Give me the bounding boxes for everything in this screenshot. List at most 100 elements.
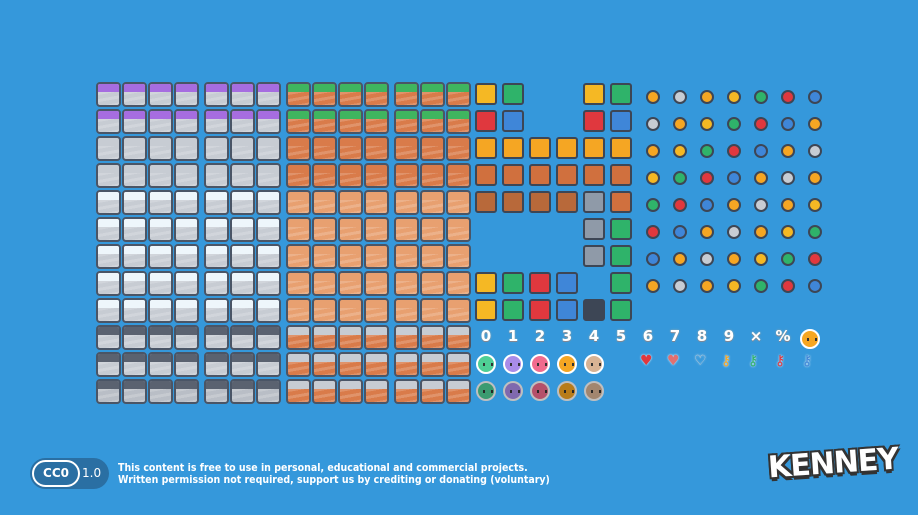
stone-terrain-tile bbox=[96, 352, 121, 377]
item-tile bbox=[610, 191, 632, 213]
item-tile bbox=[475, 164, 497, 186]
dirt-terrain-tile bbox=[420, 244, 445, 269]
number-glyph-4: 4 bbox=[588, 327, 600, 345]
prop-icon bbox=[646, 252, 660, 266]
item-tile bbox=[610, 137, 632, 159]
dirt-terrain-tile bbox=[420, 298, 445, 323]
heart-half-icon: ♥ bbox=[667, 353, 680, 369]
stone-terrain-tile bbox=[230, 190, 255, 215]
stone-terrain-tile bbox=[148, 244, 173, 269]
prop-icon bbox=[808, 252, 822, 266]
coin-icon bbox=[800, 329, 820, 349]
item-tile bbox=[502, 191, 524, 213]
prop-icon bbox=[673, 171, 687, 185]
dirt-terrain-tile bbox=[338, 379, 363, 404]
dirt-terrain-tile bbox=[420, 82, 445, 107]
dirt-terrain-tile bbox=[364, 244, 389, 269]
stone-terrain-tile bbox=[148, 109, 173, 134]
prop-icon bbox=[646, 279, 660, 293]
prop-icon bbox=[700, 279, 714, 293]
stone-terrain-tile bbox=[256, 352, 281, 377]
prop-icon bbox=[727, 225, 741, 239]
item-tile bbox=[529, 137, 551, 159]
dirt-terrain-tile bbox=[338, 109, 363, 134]
number-glyph-11: % bbox=[775, 327, 791, 345]
item-tile bbox=[556, 191, 578, 213]
stone-terrain-tile bbox=[148, 352, 173, 377]
dirt-terrain-tile bbox=[286, 379, 311, 404]
prop-icon bbox=[781, 225, 795, 239]
item-tile bbox=[529, 299, 551, 321]
dirt-terrain-tile bbox=[364, 82, 389, 107]
dirt-terrain-tile bbox=[286, 163, 311, 188]
stone-terrain-tile bbox=[256, 271, 281, 296]
dirt-terrain-tile bbox=[446, 379, 471, 404]
dirt-terrain-tile bbox=[446, 271, 471, 296]
stone-terrain-tile bbox=[122, 82, 147, 107]
stone-terrain-tile bbox=[174, 163, 199, 188]
dirt-terrain-tile bbox=[286, 298, 311, 323]
number-glyph-7: 7 bbox=[669, 327, 681, 345]
stone-terrain-tile bbox=[122, 352, 147, 377]
player-face-icon bbox=[503, 381, 523, 401]
stone-terrain-tile bbox=[256, 109, 281, 134]
stone-terrain-tile bbox=[174, 352, 199, 377]
dirt-terrain-tile bbox=[338, 298, 363, 323]
item-tile bbox=[583, 245, 605, 267]
dirt-terrain-tile bbox=[446, 109, 471, 134]
item-tile bbox=[502, 83, 524, 105]
dirt-terrain-tile bbox=[364, 325, 389, 350]
stone-terrain-tile bbox=[256, 136, 281, 161]
number-glyph-1: 1 bbox=[507, 327, 519, 345]
stone-terrain-tile bbox=[96, 271, 121, 296]
prop-icon bbox=[673, 144, 687, 158]
player-face-icon bbox=[476, 381, 496, 401]
stone-terrain-tile bbox=[256, 82, 281, 107]
item-tile bbox=[610, 245, 632, 267]
dirt-terrain-tile bbox=[286, 136, 311, 161]
dirt-terrain-tile bbox=[420, 163, 445, 188]
stone-terrain-tile bbox=[230, 217, 255, 242]
dirt-terrain-tile bbox=[394, 190, 419, 215]
prop-icon bbox=[646, 171, 660, 185]
stone-terrain-tile bbox=[174, 217, 199, 242]
player-face-icon bbox=[584, 354, 604, 374]
item-tile bbox=[475, 191, 497, 213]
number-glyph-5: 5 bbox=[615, 327, 627, 345]
item-tile bbox=[610, 164, 632, 186]
dirt-terrain-tile bbox=[394, 163, 419, 188]
item-tile bbox=[529, 272, 551, 294]
player-face-icon bbox=[476, 354, 496, 374]
prop-icon bbox=[808, 225, 822, 239]
dirt-terrain-tile bbox=[420, 325, 445, 350]
dirt-terrain-tile bbox=[286, 244, 311, 269]
tile-sheet: 0 1 2 3 4 5 6 7 8 9 ×% ♥ ♥ ♡ ⚷ ⚷ ⚷ ⚷ bbox=[96, 82, 822, 404]
dirt-terrain-tile bbox=[312, 109, 337, 134]
stone-terrain-tile bbox=[230, 163, 255, 188]
prop-icon bbox=[754, 90, 768, 104]
prop-icon bbox=[781, 144, 795, 158]
prop-icon bbox=[673, 198, 687, 212]
stone-terrain-tile bbox=[230, 325, 255, 350]
stone-terrain-tile bbox=[204, 379, 229, 404]
player-face-icon bbox=[530, 381, 550, 401]
license-badge: CC0 1.0 bbox=[30, 458, 109, 489]
prop-icon bbox=[727, 90, 741, 104]
dirt-terrain-tile bbox=[446, 325, 471, 350]
dirt-terrain-tile bbox=[394, 271, 419, 296]
item-tile bbox=[475, 83, 497, 105]
dirt-terrain-tile bbox=[446, 163, 471, 188]
prop-icon bbox=[700, 198, 714, 212]
player-face-icon bbox=[503, 354, 523, 374]
heart-full-icon: ♥ bbox=[640, 353, 653, 369]
stone-terrain-tile bbox=[230, 352, 255, 377]
item-tile bbox=[583, 191, 605, 213]
dirt-terrain-tile bbox=[312, 163, 337, 188]
dirt-terrain-tile bbox=[420, 190, 445, 215]
stone-terrain-tile bbox=[230, 379, 255, 404]
license-version: 1.0 bbox=[82, 466, 102, 480]
prop-icon bbox=[700, 90, 714, 104]
item-tile bbox=[583, 164, 605, 186]
dirt-terrain-tile bbox=[420, 136, 445, 161]
stone-terrain-tile bbox=[230, 271, 255, 296]
